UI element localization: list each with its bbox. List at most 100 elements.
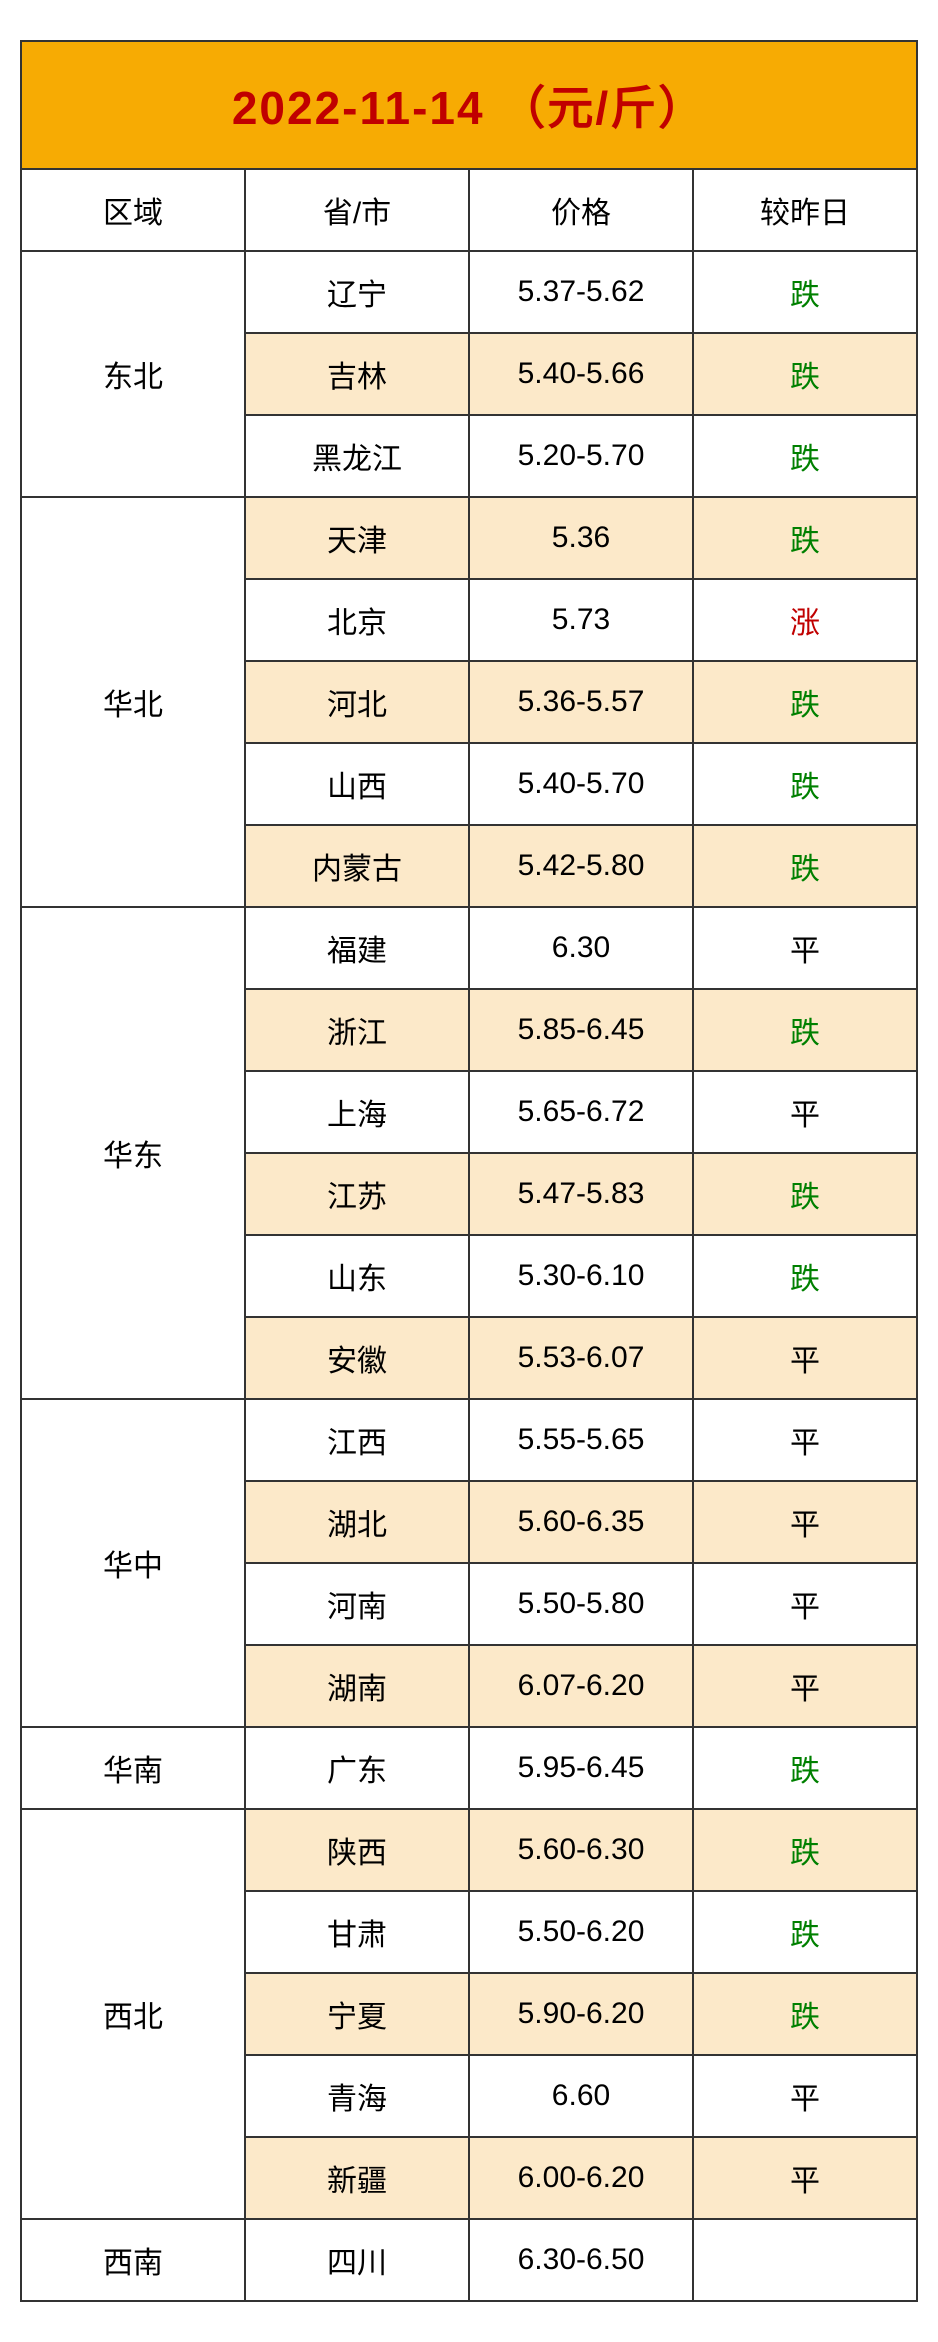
price-cell: 5.50-5.80: [469, 1563, 693, 1645]
price-cell: 5.95-6.45: [469, 1727, 693, 1809]
province-cell: 上海: [245, 1071, 469, 1153]
region-cell: 东北: [21, 251, 245, 497]
change-cell: 平: [693, 1317, 917, 1399]
change-cell: 跌: [693, 1891, 917, 1973]
price-cell: 5.20-5.70: [469, 415, 693, 497]
change-cell: 跌: [693, 1809, 917, 1891]
header-change: 较昨日: [693, 169, 917, 251]
price-cell: 5.36-5.57: [469, 661, 693, 743]
change-cell: 跌: [693, 333, 917, 415]
change-cell: 跌: [693, 743, 917, 825]
change-cell: 跌: [693, 497, 917, 579]
province-cell: 吉林: [245, 333, 469, 415]
change-cell: 平: [693, 2137, 917, 2219]
table-row: 西北陕西5.60-6.30跌: [21, 1809, 917, 1891]
region-cell: 华北: [21, 497, 245, 907]
price-cell: 6.30: [469, 907, 693, 989]
price-cell: 5.73: [469, 579, 693, 661]
region-cell: 西北: [21, 1809, 245, 2219]
title-cell: 2022-11-14 （元/斤）: [21, 41, 917, 169]
price-cell: 5.55-5.65: [469, 1399, 693, 1481]
province-cell: 安徽: [245, 1317, 469, 1399]
change-cell: 平: [693, 1399, 917, 1481]
header-row: 区域 省/市 价格 较昨日: [21, 169, 917, 251]
price-cell: 5.60-6.35: [469, 1481, 693, 1563]
change-cell: 跌: [693, 251, 917, 333]
province-cell: 宁夏: [245, 1973, 469, 2055]
province-cell: 内蒙古: [245, 825, 469, 907]
province-cell: 北京: [245, 579, 469, 661]
change-cell: 跌: [693, 1235, 917, 1317]
province-cell: 广东: [245, 1727, 469, 1809]
province-cell: 浙江: [245, 989, 469, 1071]
change-cell: 跌: [693, 989, 917, 1071]
region-cell: 华东: [21, 907, 245, 1399]
price-cell: 5.47-5.83: [469, 1153, 693, 1235]
table-row: 西南四川6.30-6.50: [21, 2219, 917, 2301]
province-cell: 黑龙江: [245, 415, 469, 497]
table-row: 华中江西5.55-5.65平: [21, 1399, 917, 1481]
price-cell: 5.42-5.80: [469, 825, 693, 907]
price-cell: 5.53-6.07: [469, 1317, 693, 1399]
header-province: 省/市: [245, 169, 469, 251]
change-cell: 平: [693, 1645, 917, 1727]
province-cell: 甘肃: [245, 1891, 469, 1973]
province-cell: 河北: [245, 661, 469, 743]
change-cell: 跌: [693, 1973, 917, 2055]
change-cell: 平: [693, 1481, 917, 1563]
table-body: 东北辽宁5.37-5.62跌吉林5.40-5.66跌黑龙江5.20-5.70跌华…: [21, 251, 917, 2301]
table-row: 东北辽宁5.37-5.62跌: [21, 251, 917, 333]
price-cell: 5.60-6.30: [469, 1809, 693, 1891]
change-cell: 平: [693, 907, 917, 989]
page-title: 2022-11-14 （元/斤）: [32, 72, 906, 138]
region-cell: 华中: [21, 1399, 245, 1727]
price-cell: 5.50-6.20: [469, 1891, 693, 1973]
price-cell: 5.65-6.72: [469, 1071, 693, 1153]
province-cell: 新疆: [245, 2137, 469, 2219]
price-cell: 5.85-6.45: [469, 989, 693, 1071]
change-cell: 跌: [693, 661, 917, 743]
price-cell: 6.30-6.50: [469, 2219, 693, 2301]
province-cell: 山东: [245, 1235, 469, 1317]
price-table: 2022-11-14 （元/斤） 区域 省/市 价格 较昨日 东北辽宁5.37-…: [20, 40, 918, 2302]
table-row: 华南广东5.95-6.45跌: [21, 1727, 917, 1809]
table-row: 华北天津5.36跌: [21, 497, 917, 579]
province-cell: 山西: [245, 743, 469, 825]
change-cell: 跌: [693, 1727, 917, 1809]
price-cell: 5.90-6.20: [469, 1973, 693, 2055]
change-cell: 平: [693, 1071, 917, 1153]
price-cell: 6.07-6.20: [469, 1645, 693, 1727]
title-row: 2022-11-14 （元/斤）: [21, 41, 917, 169]
province-cell: 江西: [245, 1399, 469, 1481]
province-cell: 四川: [245, 2219, 469, 2301]
price-cell: 5.36: [469, 497, 693, 579]
province-cell: 陕西: [245, 1809, 469, 1891]
change-cell: 跌: [693, 825, 917, 907]
region-cell: 西南: [21, 2219, 245, 2301]
change-cell: 涨: [693, 579, 917, 661]
price-table-container: 2022-11-14 （元/斤） 区域 省/市 价格 较昨日 东北辽宁5.37-…: [20, 40, 918, 2302]
price-cell: 5.40-5.66: [469, 333, 693, 415]
province-cell: 河南: [245, 1563, 469, 1645]
price-cell: 6.00-6.20: [469, 2137, 693, 2219]
province-cell: 天津: [245, 497, 469, 579]
change-cell: 跌: [693, 415, 917, 497]
header-region: 区域: [21, 169, 245, 251]
change-cell: 平: [693, 2055, 917, 2137]
province-cell: 青海: [245, 2055, 469, 2137]
price-cell: 5.30-6.10: [469, 1235, 693, 1317]
province-cell: 湖南: [245, 1645, 469, 1727]
change-cell: 跌: [693, 1153, 917, 1235]
province-cell: 福建: [245, 907, 469, 989]
province-cell: 江苏: [245, 1153, 469, 1235]
header-price: 价格: [469, 169, 693, 251]
price-cell: 5.37-5.62: [469, 251, 693, 333]
price-cell: 6.60: [469, 2055, 693, 2137]
change-cell: 平: [693, 1563, 917, 1645]
region-cell: 华南: [21, 1727, 245, 1809]
table-row: 华东福建6.30平: [21, 907, 917, 989]
change-cell: [693, 2219, 917, 2301]
price-cell: 5.40-5.70: [469, 743, 693, 825]
province-cell: 辽宁: [245, 251, 469, 333]
province-cell: 湖北: [245, 1481, 469, 1563]
